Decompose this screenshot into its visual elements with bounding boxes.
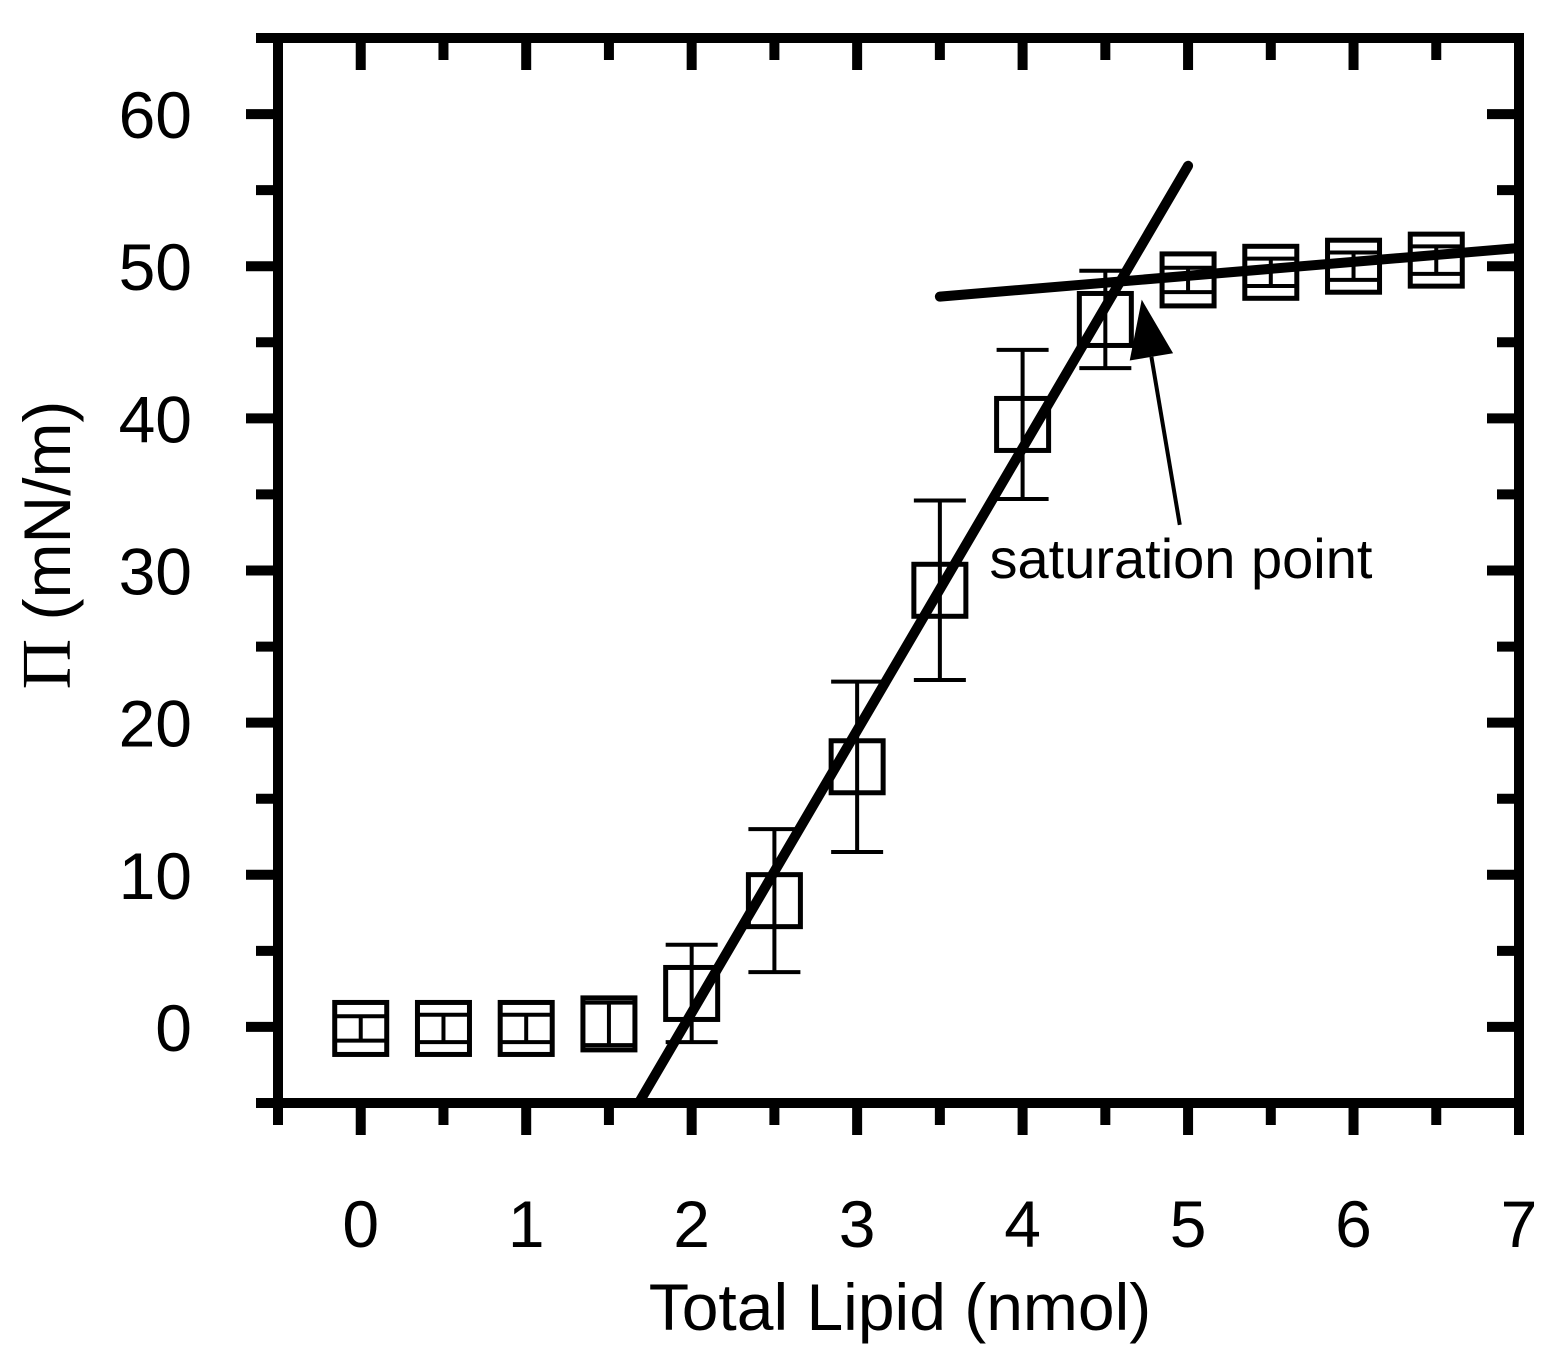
x-tick-label: 2 — [673, 1187, 710, 1261]
error-bar — [748, 827, 801, 975]
x-tick-label: 6 — [1335, 1187, 1372, 1261]
y-axis-title: Π (mN/m) — [9, 401, 86, 690]
error-bar — [500, 1012, 553, 1045]
error-bar — [1410, 244, 1463, 276]
error-bars — [334, 244, 1463, 1048]
axis-ticks — [246, 33, 1524, 1135]
y-tick-label: 10 — [119, 839, 192, 913]
plot-frame — [273, 33, 1524, 1108]
data-point-marker — [414, 999, 472, 1057]
error-bar — [831, 679, 884, 854]
data-point-marker — [745, 872, 803, 930]
data-point-marker — [1076, 290, 1134, 348]
data-point-marker — [1407, 231, 1465, 289]
data-markers — [332, 231, 1465, 1057]
y-tick-labels: 0 10 20 30 40 50 60 — [119, 78, 192, 1065]
data-point-marker — [580, 995, 638, 1053]
error-bar — [582, 1000, 635, 1048]
error-bar — [1244, 256, 1297, 288]
y-tick-label: 60 — [119, 78, 192, 152]
arrow-head-icon — [1129, 299, 1174, 361]
data-point-marker — [994, 395, 1052, 453]
error-bar — [1162, 265, 1215, 295]
data-point-marker — [1325, 237, 1383, 295]
error-bar — [1327, 250, 1380, 282]
error-bar — [996, 347, 1049, 501]
data-point-marker — [497, 999, 555, 1057]
x-tick-label: 7 — [1501, 1187, 1538, 1261]
fit-lines — [633, 160, 1524, 1108]
y-tick-label: 0 — [155, 991, 192, 1065]
x-tick-label: 1 — [508, 1187, 545, 1261]
y-axis-title-unit: (mN/m) — [10, 401, 84, 639]
x-tick-label: 3 — [839, 1187, 876, 1261]
x-tick-labels: 0 1 2 3 4 5 6 7 — [342, 1187, 1537, 1261]
y-tick-label: 20 — [119, 687, 192, 761]
error-bar — [913, 498, 966, 683]
annotation-arrow — [1149, 356, 1182, 526]
data-point-marker — [828, 738, 886, 796]
y-tick-label: 50 — [119, 230, 192, 304]
annotation-label: saturation point — [990, 527, 1373, 590]
error-bar — [417, 1012, 470, 1045]
y-tick-label: 40 — [119, 382, 192, 456]
data-point-marker — [663, 964, 721, 1022]
data-point-marker — [1159, 251, 1217, 309]
x-tick-label: 0 — [342, 1187, 379, 1261]
error-bar — [665, 942, 718, 1045]
y-tick-label: 30 — [119, 535, 192, 609]
error-bar — [334, 1014, 387, 1043]
data-point-marker — [911, 561, 969, 619]
saturation-annotation: saturation point — [990, 299, 1373, 590]
fit-line — [934, 242, 1524, 302]
data-point-marker — [332, 999, 390, 1057]
y-axis-title-symbol: Π — [9, 639, 86, 690]
data-point-marker — [1242, 243, 1300, 301]
error-bar — [1079, 268, 1132, 371]
fit-line — [633, 160, 1194, 1108]
x-tick-label: 4 — [1004, 1187, 1041, 1261]
x-axis-title: Total Lipid (nmol) — [649, 1270, 1152, 1344]
x-tick-label: 5 — [1170, 1187, 1207, 1261]
